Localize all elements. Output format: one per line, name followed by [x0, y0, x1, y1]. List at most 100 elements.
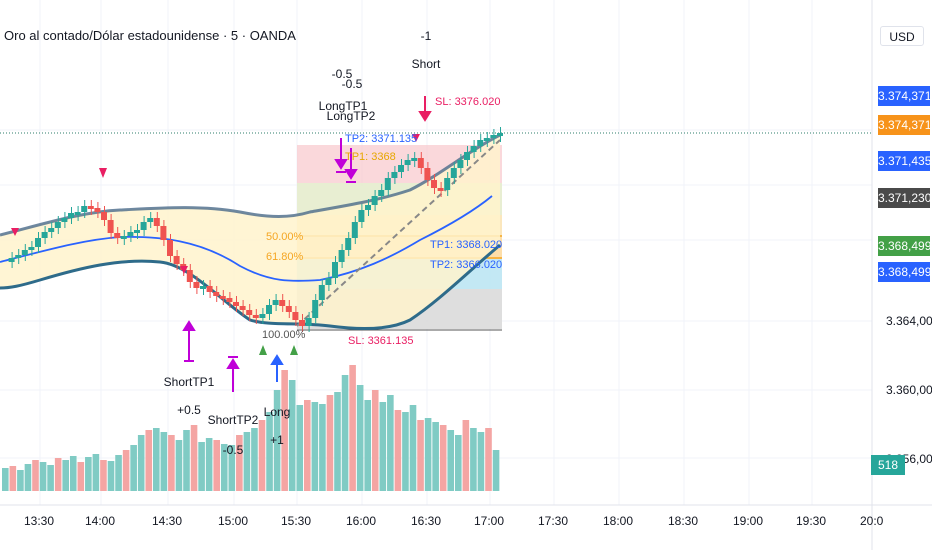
candle-body[interactable]: [444, 178, 451, 190]
candle-body[interactable]: [384, 178, 391, 190]
candle-body[interactable]: [365, 205, 371, 210]
candle-body[interactable]: [398, 165, 404, 172]
candle-body[interactable]: [94, 208, 101, 212]
candle-body[interactable]: [173, 256, 180, 264]
volume-bar: [130, 445, 137, 491]
candle-body[interactable]: [120, 236, 127, 239]
candle-body[interactable]: [35, 238, 41, 247]
candle-body[interactable]: [312, 300, 319, 318]
candle-body[interactable]: [332, 262, 338, 278]
candle-body[interactable]: [239, 306, 246, 310]
candle-body[interactable]: [345, 238, 352, 250]
candle-body[interactable]: [200, 286, 206, 289]
candle-body[interactable]: [147, 218, 154, 222]
volume-bar: [107, 461, 115, 491]
price-label: 3.371,230: [878, 188, 931, 208]
price-tick: 3.360,000: [886, 383, 932, 397]
candle-body[interactable]: [193, 282, 200, 288]
candle-body[interactable]: [378, 190, 385, 196]
symbol-title[interactable]: Oro al contado/Dólar estadounidense · 5 …: [4, 28, 296, 43]
candle-body[interactable]: [252, 315, 259, 318]
long-tp2-arrow-icon: [344, 148, 358, 183]
candle-body[interactable]: [477, 140, 484, 146]
candle-body[interactable]: [68, 213, 74, 218]
candle-body[interactable]: [41, 232, 48, 238]
candle-body[interactable]: [457, 160, 464, 168]
volume-bar: [492, 450, 500, 491]
candle-body[interactable]: [233, 302, 239, 306]
candle-body[interactable]: [81, 206, 88, 212]
candle-body[interactable]: [279, 300, 286, 306]
signal-markers: [11, 96, 432, 392]
candle-body[interactable]: [424, 168, 431, 180]
volume-bar: [462, 420, 470, 491]
candle-body[interactable]: [15, 255, 22, 258]
candle-body[interactable]: [305, 318, 312, 326]
candle-body[interactable]: [8, 258, 15, 262]
candle-body[interactable]: [134, 230, 140, 233]
candle-body[interactable]: [497, 133, 503, 136]
candle-body[interactable]: [404, 160, 411, 165]
candle-body[interactable]: [358, 210, 365, 222]
candle-body[interactable]: [437, 188, 444, 191]
bollinger-basis: [0, 195, 493, 282]
candle-body[interactable]: [272, 300, 279, 305]
short-label: Short: [412, 57, 441, 71]
candle-body[interactable]: [28, 247, 35, 250]
long-label: Long: [264, 405, 291, 419]
candle-body[interactable]: [101, 212, 107, 220]
candle-body[interactable]: [107, 220, 114, 233]
candle-body[interactable]: [325, 278, 332, 285]
candle-body[interactable]: [48, 228, 55, 232]
candle-body[interactable]: [127, 232, 134, 236]
candle-body[interactable]: [246, 310, 253, 315]
candle-body[interactable]: [61, 218, 68, 222]
candle-body[interactable]: [411, 158, 418, 161]
volume-bar: [394, 410, 402, 491]
candle-body[interactable]: [483, 138, 490, 141]
candle-body[interactable]: [259, 314, 266, 318]
candle-body[interactable]: [206, 286, 213, 292]
time-tick: 14:00: [85, 514, 116, 528]
candle-body[interactable]: [351, 222, 358, 238]
candle-body[interactable]: [470, 146, 477, 152]
candle-body[interactable]: [490, 135, 497, 138]
candle-body[interactable]: [74, 212, 81, 215]
candle-body[interactable]: [153, 218, 160, 226]
volume-bar: [470, 428, 477, 491]
candle-body[interactable]: [140, 222, 147, 230]
currency-button[interactable]: USD: [880, 26, 924, 46]
candle-body[interactable]: [338, 250, 345, 262]
candle-body[interactable]: [160, 226, 167, 240]
candle-body[interactable]: [114, 233, 121, 238]
candle-body[interactable]: [87, 206, 94, 209]
candle-body[interactable]: [464, 152, 470, 160]
candle-body[interactable]: [167, 240, 173, 256]
projection-line: [296, 139, 501, 327]
candlesticks[interactable]: [8, 127, 503, 332]
long-tp1-arrow-icon: [334, 138, 348, 173]
candle-body[interactable]: [219, 296, 226, 299]
candle-body[interactable]: [318, 285, 325, 300]
candle-body[interactable]: [186, 270, 193, 282]
candle-body[interactable]: [299, 320, 305, 326]
volume-bars: [2, 365, 500, 491]
long-tp2-label: LongTP2: [327, 109, 376, 123]
volume-bar: [175, 440, 183, 491]
candle-body[interactable]: [450, 168, 457, 178]
candle-body[interactable]: [266, 305, 272, 314]
candle-body[interactable]: [292, 312, 299, 320]
volume-bar: [122, 450, 130, 491]
time-tick: 13:30: [24, 514, 55, 528]
volume-bar: [334, 392, 341, 491]
candle-body[interactable]: [213, 292, 220, 296]
candle-body[interactable]: [431, 180, 437, 188]
candle-body[interactable]: [371, 196, 378, 205]
candle-body[interactable]: [417, 158, 424, 168]
candle-body[interactable]: [54, 222, 61, 228]
candle-body[interactable]: [21, 250, 28, 255]
candle-body[interactable]: [391, 172, 398, 178]
candle-body[interactable]: [285, 306, 292, 312]
candle-body[interactable]: [226, 298, 233, 302]
